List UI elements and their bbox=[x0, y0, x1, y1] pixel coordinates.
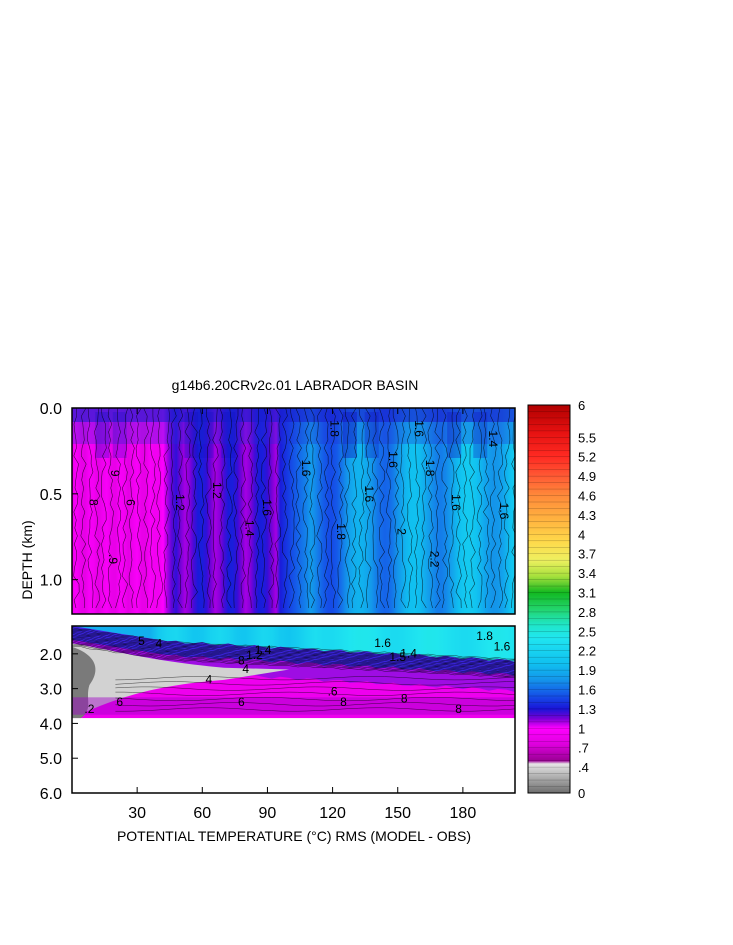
contour-label: 1.8 bbox=[423, 460, 437, 477]
y-tick-label: 6.0 bbox=[40, 786, 62, 803]
contour-label: 2.2 bbox=[427, 551, 441, 568]
contour-label: 6 bbox=[238, 695, 245, 709]
contour-label: 4 bbox=[242, 662, 249, 676]
contour-label: 1.2 bbox=[246, 648, 263, 662]
x-tick-label: 60 bbox=[193, 805, 211, 822]
contour-label: 6 bbox=[116, 695, 123, 709]
y-tick-label: 3.0 bbox=[40, 682, 62, 699]
colorbar-label: 3.4 bbox=[578, 566, 596, 581]
contour-label: 1.6 bbox=[260, 499, 274, 516]
contour-label: 9 bbox=[108, 470, 122, 477]
contour-label: 5 bbox=[138, 634, 145, 648]
x-tick-label: 150 bbox=[384, 805, 411, 822]
colorbar-label: 5.2 bbox=[578, 450, 596, 465]
contour-label: 1.6 bbox=[362, 485, 376, 502]
colorbar-label: 6 bbox=[578, 398, 585, 413]
contour-label: 1.2 bbox=[173, 494, 187, 511]
colorbar-label: 4.3 bbox=[578, 508, 596, 523]
contour-label: 1.8 bbox=[334, 523, 348, 540]
contour-label: 1.2 bbox=[210, 482, 224, 499]
contour-label: .9 bbox=[106, 554, 120, 564]
colorbar-label: 0 bbox=[578, 786, 585, 801]
contour-label: 8 bbox=[455, 702, 462, 716]
colorbar-gradient bbox=[528, 405, 570, 793]
contour-label: 1.5 bbox=[389, 650, 406, 664]
x-tick-label: 180 bbox=[450, 805, 477, 822]
x-tick-label: 120 bbox=[319, 805, 346, 822]
colorbar-label: 2.2 bbox=[578, 644, 596, 659]
y-tick-label: 2.0 bbox=[40, 647, 62, 664]
contour-label: 1.4 bbox=[243, 520, 257, 537]
colorbar-label: 2.5 bbox=[578, 624, 596, 639]
contour-label: .6 bbox=[328, 685, 338, 699]
contour-label: 8 bbox=[238, 653, 245, 667]
contour-label: 8 bbox=[401, 692, 408, 706]
colorbar-label: 1.9 bbox=[578, 663, 596, 678]
y-tick-label: 1.0 bbox=[40, 573, 62, 590]
contour-label: 1.6 bbox=[374, 636, 391, 650]
lower-panel-frame bbox=[71, 625, 516, 794]
colorbar-label: 1.6 bbox=[578, 683, 596, 698]
y-axis-label: DEPTH (km) bbox=[19, 520, 35, 599]
colorbar-label: 1 bbox=[578, 721, 585, 736]
colorbar-label: .4 bbox=[578, 760, 589, 775]
x-axis-ticks: 30 60 90 120 150 180 bbox=[128, 408, 476, 822]
colorbar-label: .7 bbox=[578, 741, 589, 756]
contour-label: 1.6 bbox=[497, 503, 511, 520]
contour-label: 8 bbox=[86, 499, 100, 506]
contour-label: 1.6 bbox=[412, 420, 426, 437]
colorbar: 6 5.5 5.2 4.9 4.6 4.3 4 3.7 3.4 3.1 2.8 2.5 2.2 1.9 1.… bbox=[527, 398, 596, 801]
contour-label: 1.6 bbox=[299, 460, 313, 477]
colorbar-label: 3.1 bbox=[578, 586, 596, 601]
y-axis-upper-ticks: 0.0 0.5 1.0 bbox=[40, 401, 78, 590]
colorbar-label: 2.8 bbox=[578, 605, 596, 620]
x-tick-label: 90 bbox=[259, 805, 277, 822]
y-tick-label: 0.5 bbox=[40, 487, 62, 504]
contour-label: 4 bbox=[156, 637, 163, 651]
colorbar-label: 5.5 bbox=[578, 430, 596, 445]
y-axis-lower-ticks: 2.0 3.0 4.0 5.0 6.0 bbox=[40, 647, 78, 803]
colorbar-frame bbox=[527, 404, 571, 794]
contour-label: .2 bbox=[84, 702, 94, 716]
contour-label: 8 bbox=[340, 695, 347, 709]
contour-label: 1.6 bbox=[494, 639, 511, 653]
colorbar-label: 4 bbox=[578, 527, 585, 542]
y-tick-label: 0.0 bbox=[40, 401, 62, 418]
x-axis-label: POTENTIAL TEMPERATURE (°C) RMS (MODEL - … bbox=[117, 828, 471, 844]
contour-label: 1.4 bbox=[486, 431, 500, 448]
y-tick-label: 4.0 bbox=[40, 716, 62, 733]
upper-panel-frame bbox=[71, 407, 516, 615]
contour-label: 2 bbox=[395, 528, 409, 535]
contour-label: 1.4 bbox=[255, 643, 272, 657]
colorbar-label: 4.9 bbox=[578, 469, 596, 484]
colorbar-label: 3.7 bbox=[578, 547, 596, 562]
contour-label: 1.6 bbox=[449, 494, 463, 511]
colorbar-label: 4.6 bbox=[578, 489, 596, 504]
contour-label: 1.8 bbox=[327, 420, 341, 437]
x-tick-label: 30 bbox=[128, 805, 146, 822]
contour-label: 4 bbox=[205, 672, 212, 686]
upper-panel: 896.91.21.21.41.61.61.81.81.61.621.61.81… bbox=[71, 407, 516, 615]
y-tick-label: 5.0 bbox=[40, 751, 62, 768]
contour-label: 1.4 bbox=[400, 646, 417, 660]
chart-title: g14b6.20CRv2c.01 LABRADOR BASIN bbox=[172, 377, 419, 393]
colorbar-label: 1.3 bbox=[578, 702, 596, 717]
contour-label: 1.8 bbox=[476, 629, 493, 643]
contour-label: 6 bbox=[123, 499, 137, 506]
contour-label: 1.6 bbox=[386, 451, 400, 468]
